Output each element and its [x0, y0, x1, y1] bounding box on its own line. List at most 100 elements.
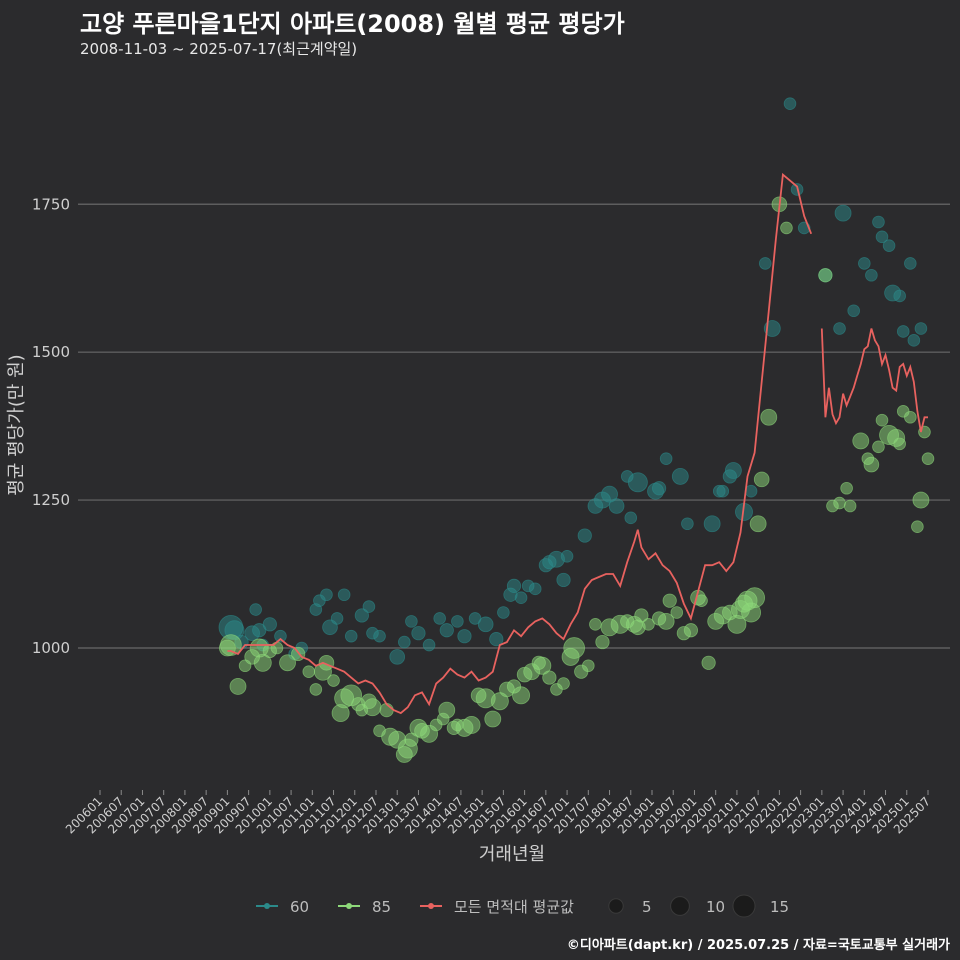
point-60 — [439, 623, 454, 638]
point-60 — [362, 600, 376, 613]
legend-size-circle — [670, 896, 690, 916]
point-85 — [582, 659, 595, 673]
point-60 — [389, 649, 406, 665]
point-60 — [411, 626, 426, 641]
point-85 — [921, 452, 935, 465]
point-60 — [865, 268, 878, 282]
point-60 — [783, 97, 797, 110]
point-85 — [512, 686, 531, 705]
point-60 — [882, 239, 896, 252]
point-60 — [320, 588, 333, 602]
legend-label: 모든 면적대 평균값 — [454, 898, 574, 916]
point-85 — [818, 268, 833, 283]
point-60 — [577, 528, 592, 543]
point-60 — [489, 632, 504, 647]
y-axis-ticks: 1000 1250 1500 1750 — [32, 195, 70, 657]
point-85 — [379, 703, 394, 718]
point-85 — [363, 698, 382, 717]
point-60 — [506, 578, 522, 593]
point-60 — [497, 606, 510, 619]
point-60 — [344, 629, 358, 643]
point-85 — [701, 655, 716, 670]
point-85 — [662, 593, 677, 608]
legend-swatch-dot — [264, 903, 270, 909]
chart-subtitle: 2008-11-03 ~ 2025-07-17(최근계약일) — [80, 40, 358, 58]
point-85 — [872, 440, 885, 454]
point-60 — [337, 588, 351, 602]
point-85 — [749, 515, 767, 533]
legend: 60 85 모든 면적대 평균값 5 10 15 — [256, 894, 789, 918]
point-60 — [896, 325, 910, 338]
point-60 — [422, 638, 436, 652]
point-85 — [229, 678, 247, 695]
point-85 — [911, 520, 924, 533]
point-85 — [744, 587, 766, 609]
average-line — [227, 172, 928, 715]
point-85 — [595, 634, 610, 650]
point-60 — [405, 615, 418, 628]
point-60 — [833, 322, 846, 335]
source-caption: ©디아파트(dapt.kr) / 2025.07.25 / 자료=국토교통부 실… — [566, 938, 950, 953]
point-85 — [753, 471, 770, 488]
point-60 — [671, 468, 689, 485]
point-60 — [514, 591, 528, 604]
point-60 — [608, 498, 625, 514]
point-60 — [893, 289, 906, 303]
point-60 — [703, 515, 721, 533]
point-60 — [457, 629, 472, 644]
point-60 — [758, 257, 772, 270]
point-85 — [327, 674, 340, 687]
average-line-segment — [227, 172, 813, 715]
y-tick-label: 1750 — [32, 195, 70, 213]
point-85 — [563, 637, 585, 659]
point-60 — [398, 635, 411, 649]
point-60 — [872, 215, 885, 229]
point-85 — [852, 432, 870, 450]
point-85 — [893, 437, 906, 451]
point-85 — [642, 618, 655, 631]
point-60 — [847, 304, 860, 318]
legend-size-circle — [732, 894, 756, 918]
legend-size-label: 15 — [770, 898, 789, 916]
point-60 — [560, 550, 574, 563]
point-85 — [279, 654, 296, 672]
y-tick-label: 1500 — [32, 343, 70, 361]
point-60 — [354, 608, 369, 623]
legend-swatch-dot — [346, 903, 352, 909]
point-60 — [681, 517, 694, 531]
point-85 — [533, 656, 552, 675]
point-85 — [253, 653, 272, 672]
point-60 — [601, 485, 618, 503]
point-85 — [833, 496, 846, 510]
point-85 — [309, 683, 323, 696]
point-60 — [330, 612, 344, 625]
scatter-points — [218, 97, 935, 763]
y-axis-label: 평균 평당가(만 원) — [6, 354, 27, 495]
point-60 — [433, 612, 446, 625]
legend-swatch-dot — [428, 903, 434, 909]
point-60 — [724, 462, 742, 479]
point-85 — [291, 646, 306, 662]
point-60 — [373, 629, 386, 643]
point-85 — [634, 608, 649, 623]
point-60 — [914, 322, 928, 335]
y-tick-label: 1000 — [32, 639, 70, 657]
point-60 — [274, 629, 287, 643]
point-60 — [451, 615, 464, 628]
point-60 — [262, 617, 277, 632]
point-60 — [875, 230, 889, 244]
point-85 — [220, 634, 242, 656]
point-85 — [302, 665, 316, 678]
point-85 — [670, 606, 684, 619]
point-60 — [651, 481, 667, 496]
point-85 — [657, 612, 675, 630]
point-85 — [462, 715, 481, 734]
point-85 — [760, 408, 778, 426]
point-60 — [624, 511, 638, 525]
point-85 — [438, 701, 456, 719]
point-85 — [780, 221, 793, 235]
point-85 — [843, 499, 857, 513]
point-60 — [477, 616, 494, 633]
point-85 — [542, 670, 557, 685]
